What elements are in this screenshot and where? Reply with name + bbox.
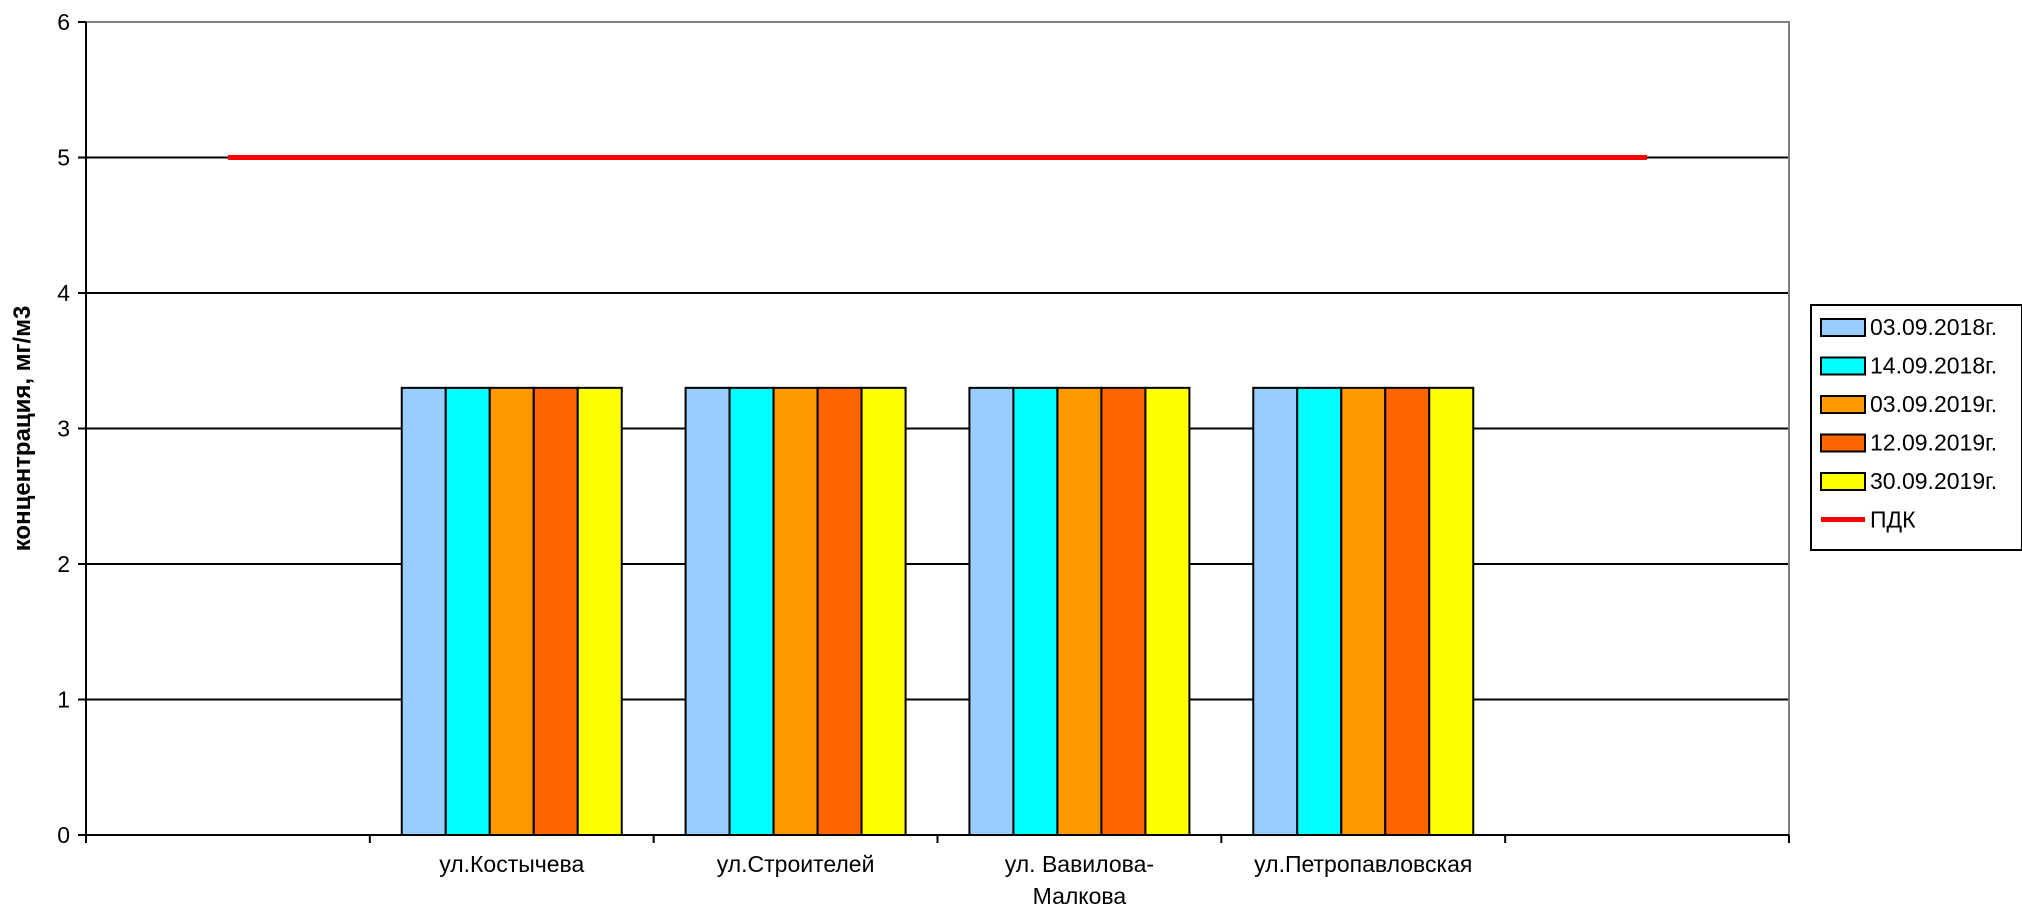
legend-label: 14.09.2018г. — [1870, 353, 1997, 379]
bar — [488, 386, 535, 836]
legend: 03.09.2018г. 14.09.2018г. 03.09.2019г. 12.0… — [1810, 304, 2022, 551]
y-tick-label: 5 — [57, 145, 70, 171]
x-tick-label: Малкова — [1033, 883, 1127, 909]
bar — [728, 386, 775, 836]
bar — [1428, 386, 1475, 836]
bar — [1144, 386, 1191, 836]
x-tick-label: ул. Вавилова- — [1005, 851, 1154, 877]
legend-swatch — [1820, 395, 1866, 414]
legend-swatch — [1820, 356, 1866, 376]
y-axis-title: концентрация, мг/м3 — [9, 306, 36, 552]
y-tick-label: 0 — [57, 822, 70, 848]
y-tick-label: 2 — [57, 551, 70, 577]
bar — [576, 386, 623, 836]
bar — [816, 386, 863, 836]
y-tick-label: 4 — [57, 280, 70, 306]
bar — [860, 386, 907, 836]
bar — [1100, 386, 1147, 836]
bar — [684, 386, 731, 836]
legend-swatch — [1820, 433, 1866, 453]
legend-box — [1810, 304, 2022, 551]
legend-swatch — [1820, 472, 1866, 491]
y-tick-label: 3 — [57, 416, 70, 442]
x-tick-label: ул.Строителей — [717, 851, 875, 877]
bar — [444, 386, 491, 836]
legend-label: ПДК — [1870, 507, 1916, 533]
bar — [1252, 386, 1299, 836]
gridlines — [86, 156, 1789, 701]
axes: 0 1 2 3 4 5 6 ул.Костычева ул.Строителей ул. Вави… — [57, 9, 1790, 909]
bar — [772, 386, 819, 836]
bar — [1056, 386, 1103, 836]
legend-label: 03.09.2018г. — [1870, 314, 1997, 340]
legend-label: 03.09.2019г. — [1870, 391, 1997, 417]
bar — [400, 386, 447, 836]
bars — [400, 386, 1475, 836]
bar — [968, 386, 1015, 836]
bar — [1012, 386, 1059, 836]
bar — [1296, 386, 1343, 836]
bar — [532, 386, 579, 836]
legend-label: 12.09.2019г. — [1870, 430, 1997, 456]
legend-label: 30.09.2019г. — [1870, 468, 1997, 494]
x-tick-label: ул.Костычева — [439, 851, 584, 877]
bar — [1384, 386, 1431, 836]
y-tick-label: 1 — [57, 687, 70, 713]
y-tick-label: 6 — [57, 9, 70, 35]
legend-swatch — [1820, 318, 1866, 337]
x-tick-label: ул.Петропавловская — [1254, 851, 1472, 877]
bar — [1340, 386, 1387, 836]
